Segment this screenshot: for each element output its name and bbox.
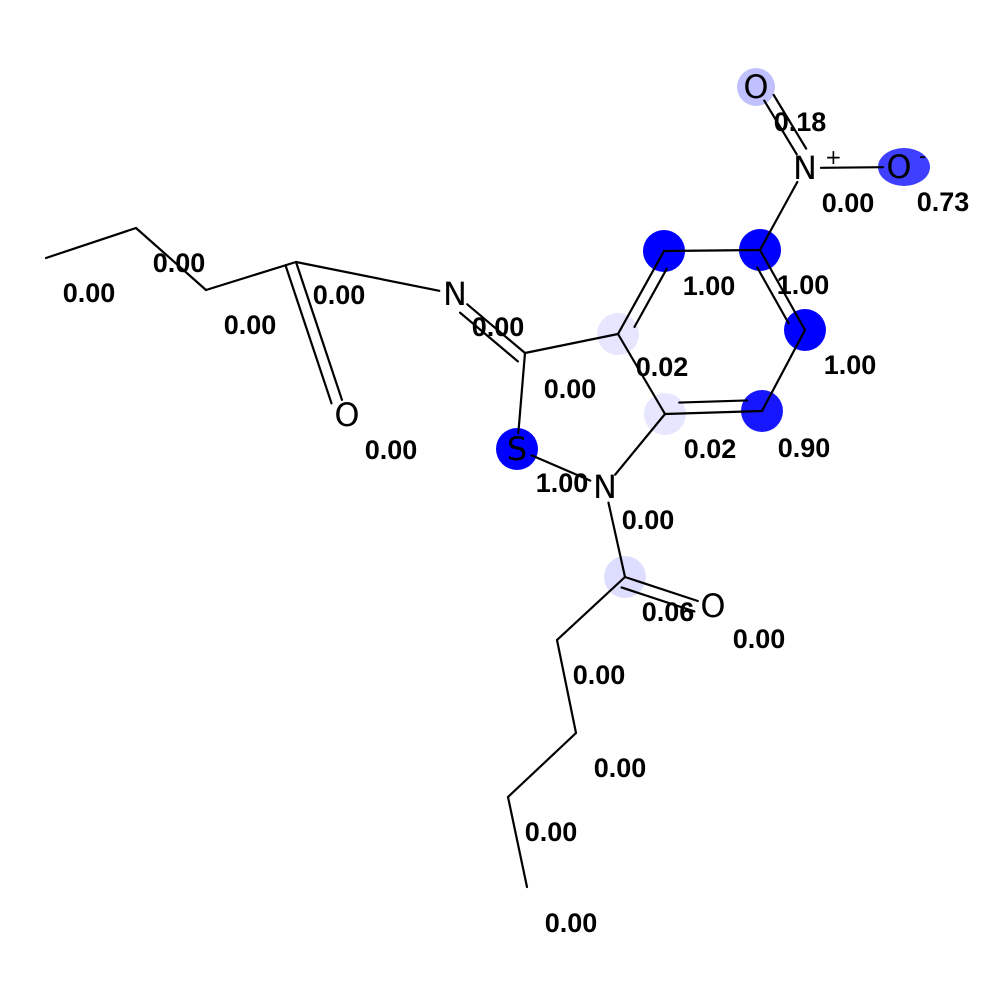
bond-layer xyxy=(44,93,885,889)
atom-highlight xyxy=(878,148,930,186)
atom-score-label: 0.18 xyxy=(774,107,827,137)
bond-line xyxy=(555,575,627,642)
atom-score-label: 0.00 xyxy=(545,908,598,938)
atom-score-label: 0.00 xyxy=(733,624,786,654)
atom-highlight xyxy=(496,428,538,470)
atom-label-n: N xyxy=(593,468,617,506)
bond-line xyxy=(134,226,208,292)
atom-score-label: 1.00 xyxy=(683,271,736,301)
bond-line xyxy=(44,226,138,260)
bond-line xyxy=(623,575,699,603)
bond-line xyxy=(819,166,885,169)
atom-highlight xyxy=(737,68,775,106)
atom-charge-label: - xyxy=(919,144,926,168)
atom-score-label: 0.02 xyxy=(636,352,689,382)
bond-line xyxy=(663,409,764,416)
atom-label-n: N xyxy=(793,149,817,187)
atom-label-s: S xyxy=(507,430,527,468)
atom-score-label: 0.00 xyxy=(544,374,597,404)
bond-line xyxy=(506,795,529,889)
atom-label-o: O xyxy=(886,148,911,186)
atom-score-label: 0.90 xyxy=(778,433,831,463)
bond-line xyxy=(620,586,696,613)
bond-line xyxy=(523,332,620,355)
atom-score-label: 0.00 xyxy=(63,278,116,308)
bond-line xyxy=(517,351,527,435)
bond-line xyxy=(204,260,298,292)
atom-score-label: 1.00 xyxy=(777,270,830,300)
bond-line xyxy=(756,266,790,325)
atom-score-label: 0.00 xyxy=(573,660,626,690)
atom-score-label: 1.00 xyxy=(824,350,877,380)
atom-charge-label: + xyxy=(825,145,842,169)
bond-line xyxy=(758,248,807,332)
bond-line xyxy=(633,267,668,328)
atom-label-o: O xyxy=(700,587,725,625)
highlight-layer xyxy=(496,68,930,598)
atom-score-label: 0.00 xyxy=(313,280,366,310)
bond-line xyxy=(758,180,799,252)
bond-line xyxy=(678,399,749,404)
atom-score-label: 0.73 xyxy=(917,187,970,217)
bond-line xyxy=(284,264,333,405)
atom-score-label: 0.00 xyxy=(594,753,647,783)
atom-score-label: 0.00 xyxy=(525,817,578,847)
bond-line xyxy=(555,638,578,735)
bond-line xyxy=(760,328,807,413)
atom-score-label: 0.00 xyxy=(472,312,525,342)
bond-line xyxy=(530,454,592,482)
bond-line xyxy=(616,332,667,416)
bond-line xyxy=(616,249,666,336)
score-label-layer: 0.00 0.00 0.00 0.00 0.00 0.00 0.00 1.00 0.00 0.06… xyxy=(63,107,970,938)
bond-line xyxy=(607,501,627,579)
bond-line xyxy=(506,731,578,799)
atom-score-label: 0.06 xyxy=(642,597,695,627)
bond-line xyxy=(294,260,344,401)
atom-score-label: 0.02 xyxy=(684,434,737,464)
atom-score-label: 0.00 xyxy=(224,310,277,340)
atom-label-o: O xyxy=(743,68,768,106)
bond-line xyxy=(662,248,762,253)
bond-line xyxy=(614,412,667,476)
atom-score-label: 0.00 xyxy=(153,248,206,278)
bond-line xyxy=(466,303,527,355)
atom-score-label: 0.00 xyxy=(822,188,875,218)
bond-line xyxy=(763,99,798,156)
atom-score-label: 0.00 xyxy=(365,435,418,465)
atom-label-o: O xyxy=(334,396,359,434)
bond-line xyxy=(294,260,441,292)
atom-score-label: 1.00 xyxy=(536,468,589,498)
bond-line xyxy=(459,311,520,363)
bond-line xyxy=(772,93,808,150)
atom-label-n: N xyxy=(443,275,467,313)
atom-score-label: 0.00 xyxy=(622,505,675,535)
